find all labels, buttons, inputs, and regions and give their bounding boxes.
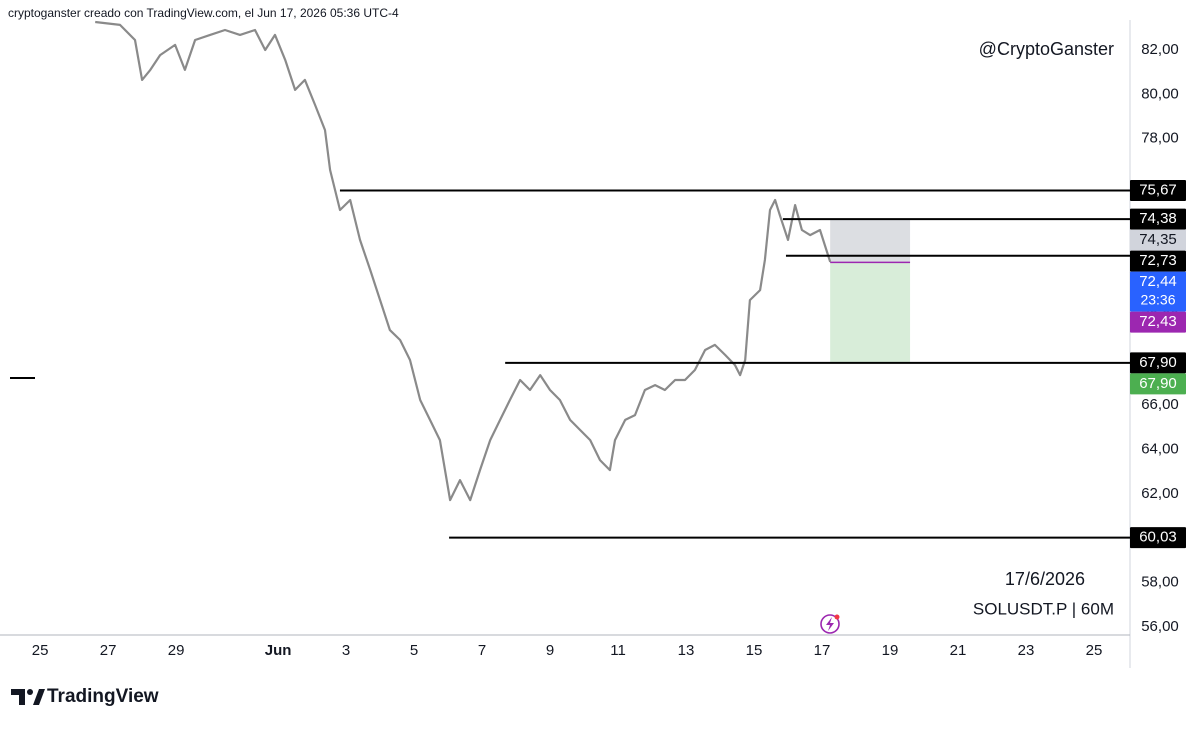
price-tag-box — [1130, 179, 1186, 201]
y-tick-label: 64,00 — [1141, 440, 1179, 457]
price-tag-box — [1130, 527, 1186, 549]
price-tag-box — [1130, 208, 1186, 230]
price-tag: 72,44 — [1139, 273, 1177, 290]
y-tick-label: 62,00 — [1141, 485, 1179, 502]
target-zone — [830, 262, 911, 363]
price-tag-box — [1130, 250, 1186, 272]
x-tick-label: 29 — [168, 642, 185, 659]
x-tick-label: 25 — [32, 642, 49, 659]
price-line — [95, 20, 832, 502]
price-tag-box — [1130, 229, 1186, 251]
x-tick-label: 5 — [410, 642, 418, 659]
price-tag: 67,90 — [1139, 375, 1177, 392]
x-tick-label: 17 — [814, 642, 831, 659]
watermark: @CryptoGanster — [979, 39, 1114, 59]
price-tag: 72,43 — [1139, 313, 1177, 330]
x-tick-label: 19 — [882, 642, 899, 659]
symbol: SOLUSDT.P | 60M — [973, 599, 1114, 618]
y-tick-label: 66,00 — [1141, 396, 1179, 413]
price-tag: 72,73 — [1139, 252, 1177, 269]
x-tick-label: 15 — [746, 642, 763, 659]
x-tick-label: 21 — [950, 642, 967, 659]
x-tick-label: 27 — [100, 642, 117, 659]
x-tick-label: 9 — [546, 642, 554, 659]
price-tag-box — [1130, 352, 1186, 374]
y-tick-label: 58,00 — [1141, 574, 1179, 591]
price-tag: 67,90 — [1139, 354, 1177, 371]
price-tag-box — [1130, 373, 1186, 395]
header: cryptoganster creado con TradingView.com… — [8, 6, 399, 20]
brand-logo — [11, 689, 45, 705]
date-note: 17/6/2026 — [1005, 569, 1085, 589]
flash-icon — [820, 614, 840, 634]
x-tick-label: 13 — [678, 642, 695, 659]
y-tick-label: 56,00 — [1141, 618, 1179, 635]
x-tick-label: 25 — [1086, 642, 1103, 659]
price-tag: 74,38 — [1139, 210, 1177, 227]
brand: TradingView — [47, 686, 159, 707]
x-tick-label: 23 — [1018, 642, 1035, 659]
x-tick-label: 3 — [342, 642, 350, 659]
y-tick-label: 80,00 — [1141, 85, 1179, 102]
price-tag: 74,35 — [1139, 231, 1177, 248]
price-tag-box — [1130, 311, 1186, 333]
countdown: 23:36 — [1140, 291, 1175, 307]
price-tag: 75,67 — [1139, 181, 1177, 198]
x-tick-label: 11 — [610, 642, 626, 659]
x-tick-label: Jun — [265, 642, 292, 659]
price-tag: 60,03 — [1139, 529, 1177, 546]
price-tag-box — [1130, 271, 1186, 312]
y-tick-label: 78,00 — [1141, 130, 1179, 147]
y-tick-label: 82,00 — [1141, 41, 1179, 58]
x-tick-label: 7 — [478, 642, 486, 659]
